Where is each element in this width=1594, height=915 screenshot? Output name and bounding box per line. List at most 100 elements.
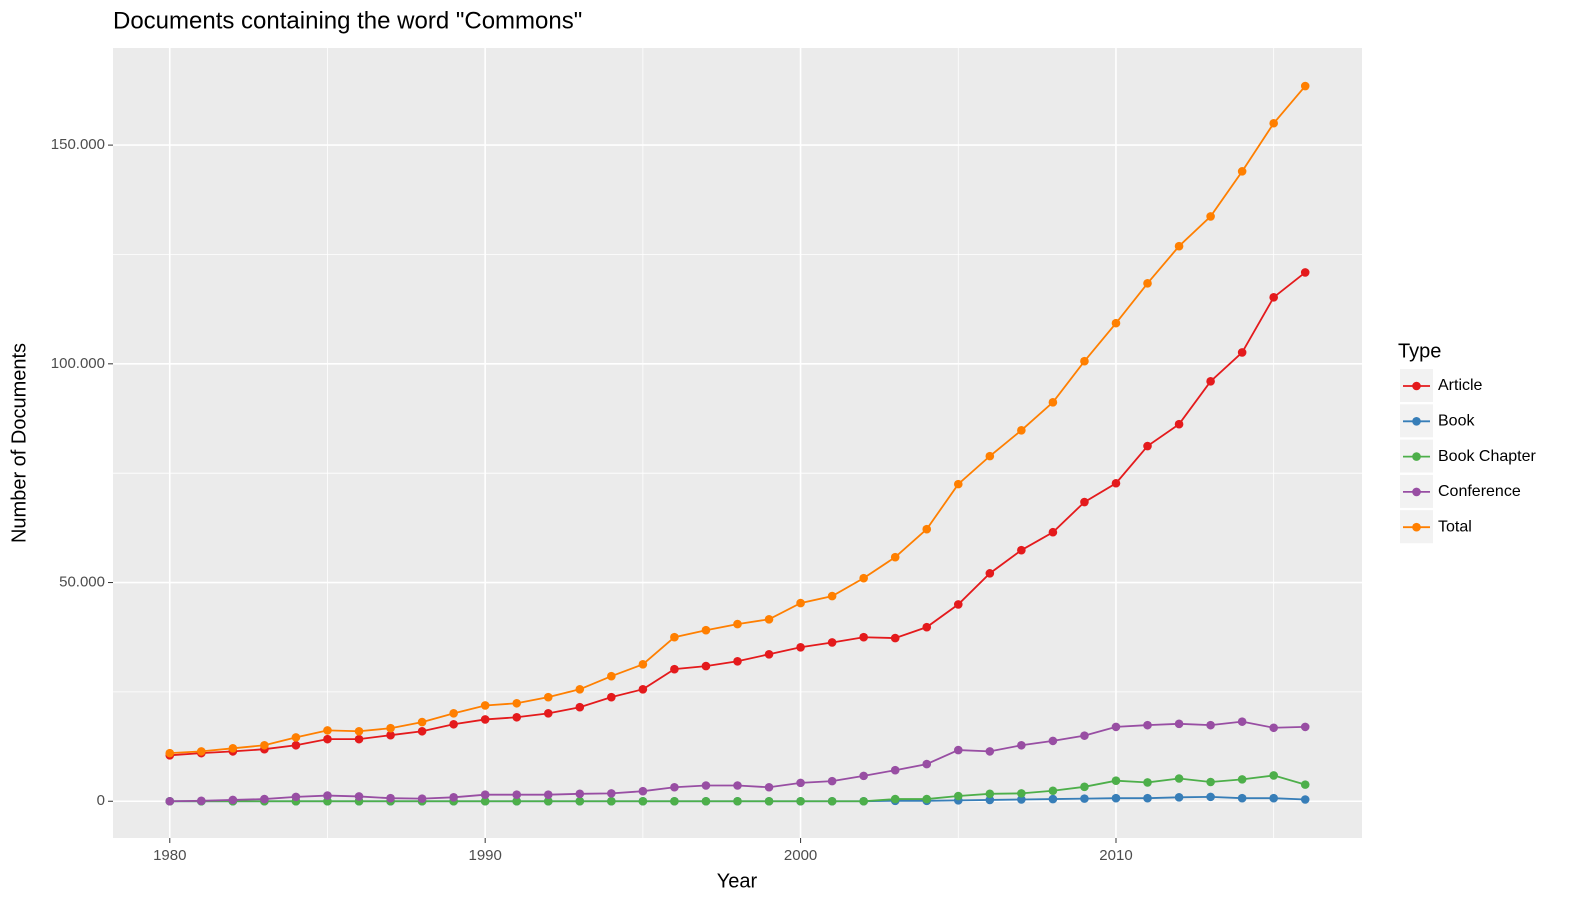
data-point — [607, 796, 616, 806]
data-point — [670, 632, 679, 642]
data-point — [543, 790, 553, 799]
data-point — [354, 726, 364, 736]
data-point — [733, 796, 742, 806]
data-point — [890, 633, 900, 643]
data-point — [1206, 720, 1215, 730]
data-point — [1174, 719, 1184, 729]
x-tick-label: 1990 — [468, 847, 501, 864]
data-point — [670, 782, 679, 792]
data-point — [985, 747, 995, 756]
data-point — [922, 524, 932, 534]
data-point — [1017, 740, 1026, 750]
data-point — [827, 638, 837, 647]
data-point — [354, 734, 364, 744]
legend-label: Book — [1438, 413, 1475, 430]
data-point — [701, 796, 711, 806]
data-point — [827, 776, 837, 786]
data-point — [1111, 793, 1121, 803]
data-point — [1206, 792, 1215, 802]
data-point — [1206, 212, 1215, 221]
data-point — [670, 664, 679, 674]
data-point — [1017, 545, 1026, 555]
data-point — [197, 796, 206, 806]
data-point — [796, 598, 805, 608]
data-point — [512, 712, 522, 722]
y-tick-label: 0 — [97, 792, 105, 809]
data-point — [1080, 794, 1089, 803]
data-point — [670, 796, 679, 806]
data-point — [1174, 774, 1184, 783]
legend-label: Total — [1438, 518, 1472, 535]
data-point — [165, 748, 175, 758]
data-point — [291, 740, 301, 750]
data-point — [859, 796, 868, 806]
data-point — [953, 600, 963, 609]
data-point — [922, 794, 932, 804]
data-point — [890, 552, 900, 562]
data-point — [575, 684, 585, 694]
data-point — [575, 702, 585, 712]
legend-key-point — [1412, 487, 1421, 497]
data-point — [1143, 279, 1152, 288]
y-axis-label: Number of Documents — [8, 343, 30, 543]
data-point — [796, 642, 805, 652]
data-point — [607, 692, 616, 702]
data-point — [1300, 795, 1310, 804]
data-point — [638, 660, 648, 669]
x-tick-label: 2000 — [784, 847, 817, 864]
data-point — [1017, 789, 1026, 798]
data-point — [859, 632, 868, 642]
data-point — [607, 671, 616, 681]
data-point — [1017, 795, 1026, 804]
data-point — [1237, 775, 1247, 784]
data-point — [417, 794, 427, 803]
data-point — [449, 793, 458, 802]
data-point — [1111, 478, 1121, 488]
data-point — [764, 796, 774, 806]
data-point — [638, 786, 648, 796]
data-point — [1080, 356, 1089, 366]
data-point — [733, 619, 742, 629]
data-point — [1080, 782, 1089, 792]
data-point — [386, 723, 395, 733]
data-point — [1269, 723, 1278, 733]
data-point — [354, 792, 364, 801]
data-point — [449, 719, 458, 729]
data-point — [985, 795, 995, 805]
legend-label: Article — [1438, 377, 1483, 394]
data-point — [859, 573, 868, 583]
data-point — [796, 778, 805, 788]
data-point — [480, 715, 490, 724]
data-point — [701, 661, 711, 671]
data-point — [197, 747, 206, 756]
data-point — [638, 796, 648, 806]
data-point — [480, 796, 490, 806]
data-point — [228, 795, 238, 805]
data-point — [575, 789, 585, 799]
data-point — [890, 765, 900, 775]
data-point — [1048, 786, 1058, 796]
data-point — [260, 740, 269, 750]
data-point — [512, 790, 522, 799]
data-point — [922, 622, 932, 632]
data-point — [796, 796, 805, 806]
data-point — [323, 734, 332, 744]
data-point — [1048, 398, 1058, 407]
data-point — [260, 794, 269, 804]
data-point — [1237, 793, 1247, 803]
data-point — [1048, 736, 1058, 746]
data-point — [228, 744, 238, 753]
data-point — [1300, 81, 1310, 91]
data-point — [417, 717, 427, 727]
data-point — [701, 781, 711, 790]
x-tick-label: 1980 — [153, 847, 186, 864]
data-point — [764, 782, 774, 792]
data-point — [638, 684, 648, 694]
data-point — [512, 698, 522, 708]
data-point — [1048, 527, 1058, 537]
chart-title: Documents containing the word "Commons" — [113, 7, 582, 34]
data-point — [1269, 118, 1278, 128]
data-point — [1080, 497, 1089, 507]
x-tick-label: 2010 — [1099, 847, 1132, 864]
data-point — [764, 649, 774, 659]
